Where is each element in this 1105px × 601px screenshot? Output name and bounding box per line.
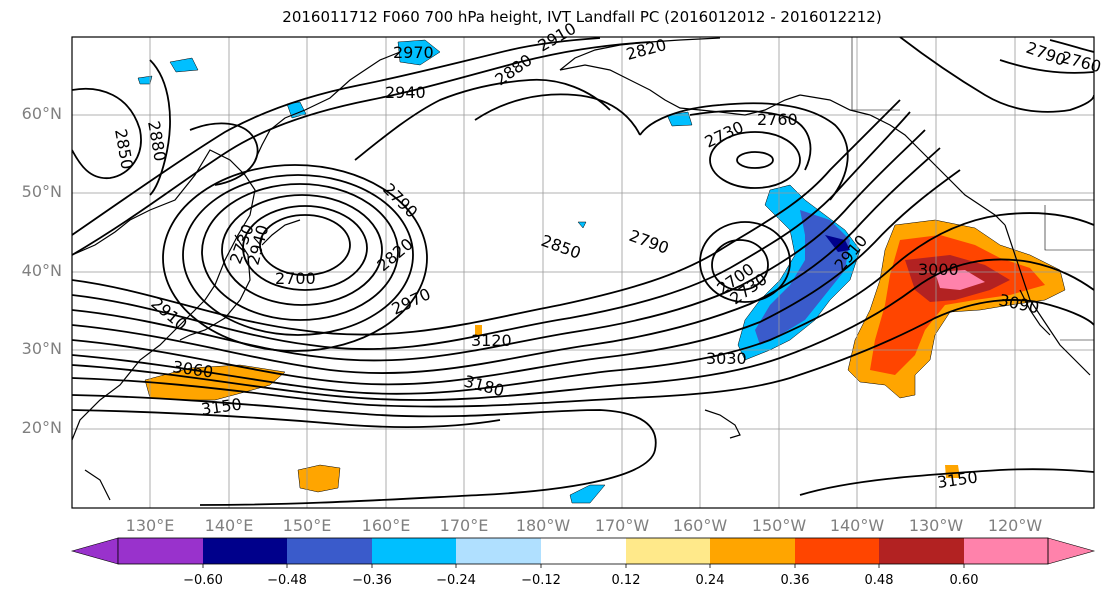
colorbar-segment	[372, 538, 456, 564]
colorbar-tick-label: 0.48	[864, 573, 894, 588]
lon-label: 140°W	[829, 516, 885, 535]
colorbar-segment	[118, 538, 203, 564]
contour-label: 3150	[936, 467, 979, 491]
colorbar-segment	[879, 538, 964, 564]
contour-label: 2700	[275, 269, 316, 288]
colorbar-tick-label: −0.60	[183, 573, 223, 588]
colorbar-tick-label: −0.24	[436, 573, 476, 588]
colorbar-segment	[626, 538, 710, 564]
colorbar-segment	[287, 538, 372, 564]
contour-label: 2730	[702, 117, 747, 151]
colorbar-segment	[203, 538, 287, 564]
contour-label: 2880	[491, 50, 535, 89]
lon-label: 130°W	[908, 516, 964, 535]
lat-label: 20°N	[21, 418, 62, 437]
contour-label: 2970	[393, 43, 434, 62]
map-title: 2016011712 F060 700 hPa height, IVT Land…	[282, 8, 882, 26]
lon-label: 120°W	[987, 516, 1043, 535]
colorbar-tick-label: −0.12	[521, 573, 561, 588]
contour-label: 2790	[627, 226, 672, 258]
contour-label: 2790	[379, 179, 421, 221]
contour-label: 2880	[144, 119, 170, 162]
lon-label: 160°E	[361, 516, 411, 535]
lat-label: 30°N	[21, 339, 62, 358]
colorbar-tick-label: 0.36	[780, 573, 810, 588]
lon-label: 140°E	[204, 516, 254, 535]
lat-label: 60°N	[21, 104, 62, 123]
contour-label: 3030	[706, 349, 747, 368]
lat-label: 50°N	[21, 182, 62, 201]
colorbar-tick-label: 0.60	[949, 573, 979, 588]
contour-label: 2940	[385, 83, 426, 102]
contour-label: 2910	[147, 294, 190, 335]
contour-label: 3000	[918, 260, 959, 279]
contour-label: 2850	[111, 127, 137, 170]
lon-label: 180°W	[515, 516, 571, 535]
contour-label: 3180	[462, 372, 506, 401]
colorbar-segment	[456, 538, 541, 564]
colorbar-tick-label: −0.36	[352, 573, 392, 588]
colorbar-segment	[795, 538, 879, 564]
contour-label: 2850	[539, 231, 584, 263]
lon-label: 130°E	[125, 516, 175, 535]
map-frame	[71, 36, 1095, 509]
graticule	[72, 37, 1094, 508]
colorbar-tick-label: 0.12	[611, 573, 641, 588]
lon-label: 150°W	[751, 516, 807, 535]
colorbar-segment	[710, 538, 795, 564]
contour-label: 2820	[624, 35, 668, 64]
negative-ivt-max	[825, 235, 850, 252]
colorbar-segment	[541, 538, 626, 564]
colorbar-tick-label: 0.24	[695, 573, 725, 588]
contour-label: 3120	[471, 331, 512, 350]
lon-label: 150°E	[282, 516, 332, 535]
contour-label: 2760	[757, 110, 798, 129]
contour-label: 2910	[535, 19, 580, 56]
lat-label: 40°N	[21, 261, 62, 280]
lon-label: 160°W	[672, 516, 728, 535]
colorbar	[70, 537, 1096, 568]
contour-label: 2970	[389, 284, 434, 318]
colorbar-tick-label: −0.48	[267, 573, 307, 588]
height-contours	[72, 37, 1094, 506]
lon-label: 170°E	[439, 516, 489, 535]
colorbar-extend-high	[1047, 537, 1096, 565]
positive-ivt-max	[935, 270, 985, 290]
borders	[851, 37, 1094, 341]
lon-label: 170°W	[594, 516, 650, 535]
colorbar-extend-low	[70, 537, 119, 565]
colorbar-segment	[964, 538, 1048, 564]
